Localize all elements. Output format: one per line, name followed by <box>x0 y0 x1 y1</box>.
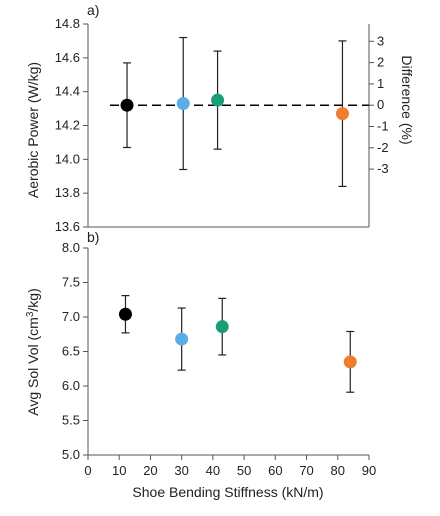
data-point <box>120 98 134 112</box>
x-tick-label: 50 <box>237 463 251 478</box>
y2-tick-label: 2 <box>377 55 384 70</box>
panel-b-label: b) <box>87 229 99 245</box>
x-tick-label: 60 <box>268 463 282 478</box>
y2-tick-label: 1 <box>377 76 384 91</box>
y-tick-label: 7.0 <box>62 309 80 324</box>
y-tick-label: 13.6 <box>55 219 80 234</box>
x-tick-label: 20 <box>143 463 157 478</box>
y-tick-label: 5.0 <box>62 447 80 462</box>
y-tick-label: 6.5 <box>62 344 80 359</box>
data-point <box>215 320 229 334</box>
panel-a-label: a) <box>87 2 99 18</box>
y-tick-label: 14.8 <box>55 16 80 31</box>
panel-a-y-ticks: 13.6 13.8 14.0 14.2 14.4 14.6 14.8 <box>55 16 88 234</box>
y-tick-label: 14.2 <box>55 118 80 133</box>
y2-tick-label: -1 <box>377 119 389 134</box>
y2-tick-label: 0 <box>377 97 384 112</box>
x-tick-label: 40 <box>206 463 220 478</box>
data-point <box>343 355 357 369</box>
panel-a-y-axis-label: Aerobic Power (W/kg) <box>25 62 41 198</box>
y-tick-label: 14.6 <box>55 50 80 65</box>
y-tick-label: 6.0 <box>62 378 80 393</box>
y2-tick-label: 3 <box>377 33 384 48</box>
x-tick-label: 80 <box>331 463 345 478</box>
x-tick-label: 90 <box>362 463 376 478</box>
data-point <box>211 93 225 107</box>
data-point <box>118 307 132 321</box>
panel-b: b) 5.0 5.5 6.0 6.5 7.0 7.5 8.0 Avg Sol Vol (cm… <box>25 229 377 500</box>
y-tick-label: 7.5 <box>62 275 80 290</box>
panel-b-points <box>118 295 357 393</box>
y-tick-label: 14.4 <box>55 84 80 99</box>
panel-a-y2-axis-label: Difference (%) <box>399 55 415 144</box>
data-point <box>176 97 190 111</box>
panel-a-y2-ticks: -3 -2 -1 0 1 2 3 <box>369 33 389 176</box>
panel-a: a) 13.6 13.8 14.0 14.2 14.4 14.6 14.8 -3 -2 -1 0 1… <box>25 2 415 234</box>
x-tick-label: 0 <box>84 463 91 478</box>
y-tick-label: 13.8 <box>55 185 80 200</box>
y2-tick-label: -3 <box>377 161 389 176</box>
x-tick-label: 70 <box>299 463 313 478</box>
y2-tick-label: -2 <box>377 140 389 155</box>
data-point <box>175 332 189 346</box>
panel-a-points <box>120 36 349 187</box>
panel-b-y-axis-label: Avg Sol Vol (cm3/kg) <box>25 288 42 415</box>
y-tick-label: 5.5 <box>62 413 80 428</box>
panel-b-y-ticks: 5.0 5.5 6.0 6.5 7.0 7.5 8.0 <box>62 240 88 462</box>
y-tick-label: 8.0 <box>62 240 80 255</box>
panel-b-x-ticks: 0 10 20 30 40 50 60 70 80 90 <box>84 455 376 478</box>
y-tick-label: 14.0 <box>55 151 80 166</box>
panel-b-x-axis-label: Shoe Bending Stiffness (kN/m) <box>132 484 323 500</box>
x-tick-label: 30 <box>174 463 188 478</box>
data-point <box>335 107 349 121</box>
x-tick-label: 10 <box>112 463 126 478</box>
